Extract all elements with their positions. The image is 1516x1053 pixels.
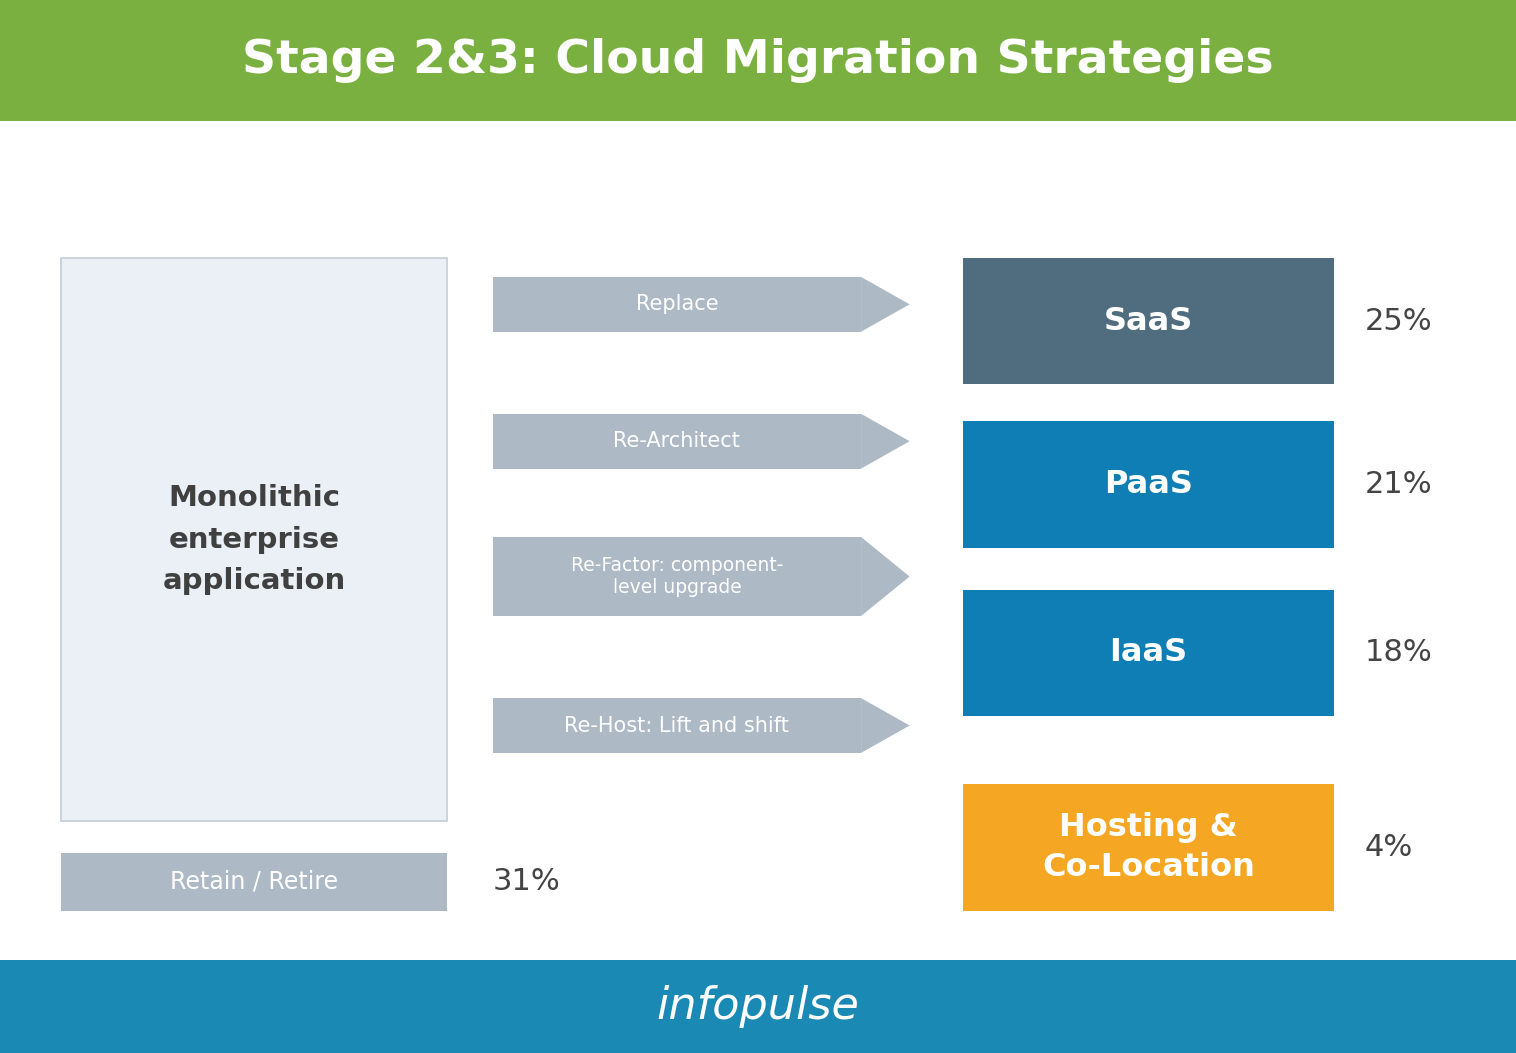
Text: 31%: 31% [493,868,561,896]
Text: 4%: 4% [1364,833,1413,862]
Bar [0,960,1516,1053]
Text: 21%: 21% [1364,470,1433,499]
Text: PaaS: PaaS [1104,469,1193,500]
Bar [493,698,861,753]
Text: 18%: 18% [1364,638,1433,668]
Text: Monolithic
enterprise
application: Monolithic enterprise application [162,484,346,595]
Text: Replace: Replace [635,295,719,314]
Bar [963,421,1334,548]
Bar [493,537,861,616]
Polygon shape [861,414,910,469]
Text: Re-Architect: Re-Architect [614,432,740,451]
Polygon shape [861,277,910,332]
Text: SaaS: SaaS [1104,305,1193,337]
Text: 25%: 25% [1364,306,1433,336]
Polygon shape [861,698,910,753]
Bar [963,784,1334,911]
Bar [963,590,1334,716]
Text: Re-Factor: component-
level upgrade: Re-Factor: component- level upgrade [570,556,784,597]
Bar [0,0,1516,121]
Bar [963,258,1334,384]
Text: Re-Host: Lift and shift: Re-Host: Lift and shift [564,716,790,735]
Bar [493,277,861,332]
Text: Stage 2&3: Cloud Migration Strategies: Stage 2&3: Cloud Migration Strategies [243,38,1273,83]
Bar [61,853,447,911]
Bar [61,258,447,821]
Text: infopulse: infopulse [656,986,860,1028]
Text: IaaS: IaaS [1110,637,1187,669]
Text: Retain / Retire: Retain / Retire [170,870,338,894]
Text: Hosting &
Co-Location: Hosting & Co-Location [1041,812,1255,883]
Bar [493,414,861,469]
Polygon shape [861,537,910,616]
